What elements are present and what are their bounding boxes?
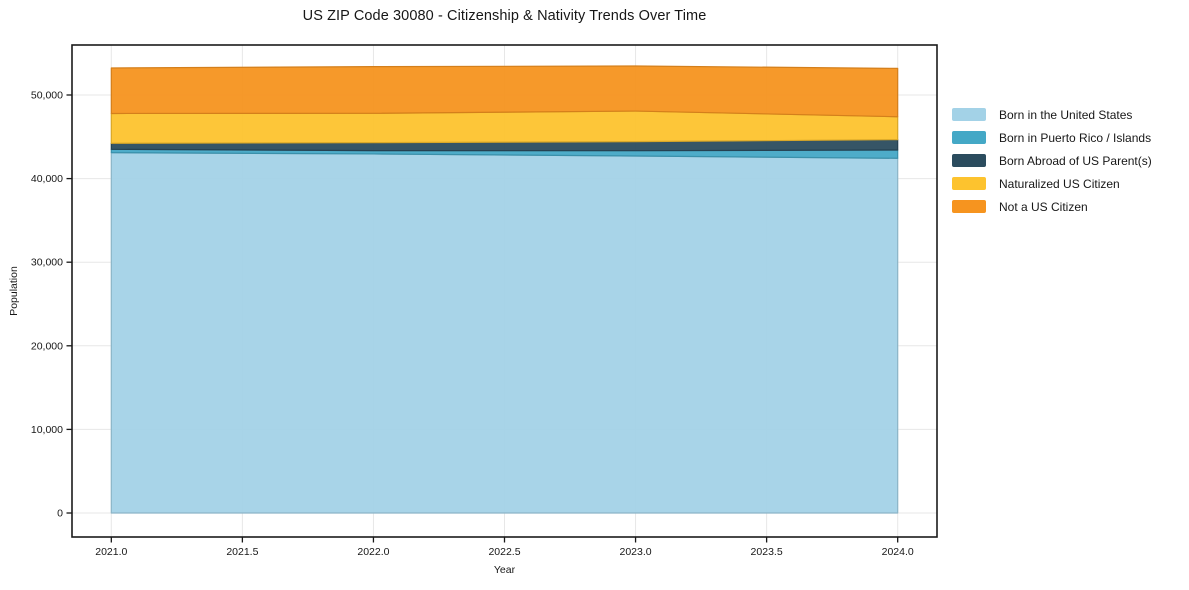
y-axis-label: Population — [8, 266, 20, 316]
legend-swatch-icon — [952, 154, 986, 167]
x-tick-label: 2023.0 — [619, 546, 651, 558]
legend-item: Not a US Citizen — [952, 195, 1152, 218]
x-tick-label: 2022.5 — [488, 546, 520, 558]
legend-label: Naturalized US Citizen — [999, 176, 1120, 191]
legend-swatch-icon — [952, 131, 986, 144]
legend-label: Born Abroad of US Parent(s) — [999, 153, 1152, 168]
area-series-born-in-the-united-states — [110, 152, 899, 514]
x-tick-label: 2021.0 — [95, 546, 127, 558]
y-tick-label: 10,000 — [31, 424, 63, 436]
legend: Born in the United States Born in Puerto … — [952, 103, 1152, 218]
legend-label: Not a US Citizen — [999, 199, 1088, 214]
legend-swatch-icon — [952, 200, 986, 213]
legend-item: Born in Puerto Rico / Islands — [952, 126, 1152, 149]
legend-swatch-icon — [952, 177, 986, 190]
chart-title: US ZIP Code 30080 - Citizenship & Nativi… — [302, 8, 707, 24]
legend-swatch-icon — [952, 108, 986, 121]
x-tick-label: 2021.5 — [226, 546, 258, 558]
area-series-not-a-us-citizen — [110, 65, 899, 118]
y-tick-label: 30,000 — [31, 257, 63, 269]
legend-item: Born Abroad of US Parent(s) — [952, 149, 1152, 172]
plot-frame — [71, 44, 938, 538]
legend-item: Born in the United States — [952, 103, 1152, 126]
x-axis-label: Year — [493, 564, 516, 576]
x-tick-label: 2023.5 — [751, 546, 783, 558]
x-tick-label: 2022.0 — [357, 546, 389, 558]
y-tick-label: 50,000 — [31, 89, 63, 101]
legend-item: Naturalized US Citizen — [952, 172, 1152, 195]
area-series-naturalized-us-citizen — [110, 110, 899, 144]
legend-label: Born in the United States — [999, 107, 1133, 122]
legend-label: Born in Puerto Rico / Islands — [999, 130, 1152, 145]
y-tick-label: 40,000 — [31, 173, 63, 185]
y-tick-label: 0 — [57, 508, 63, 520]
y-tick-label: 20,000 — [31, 340, 63, 352]
x-tick-label: 2024.0 — [882, 546, 914, 558]
